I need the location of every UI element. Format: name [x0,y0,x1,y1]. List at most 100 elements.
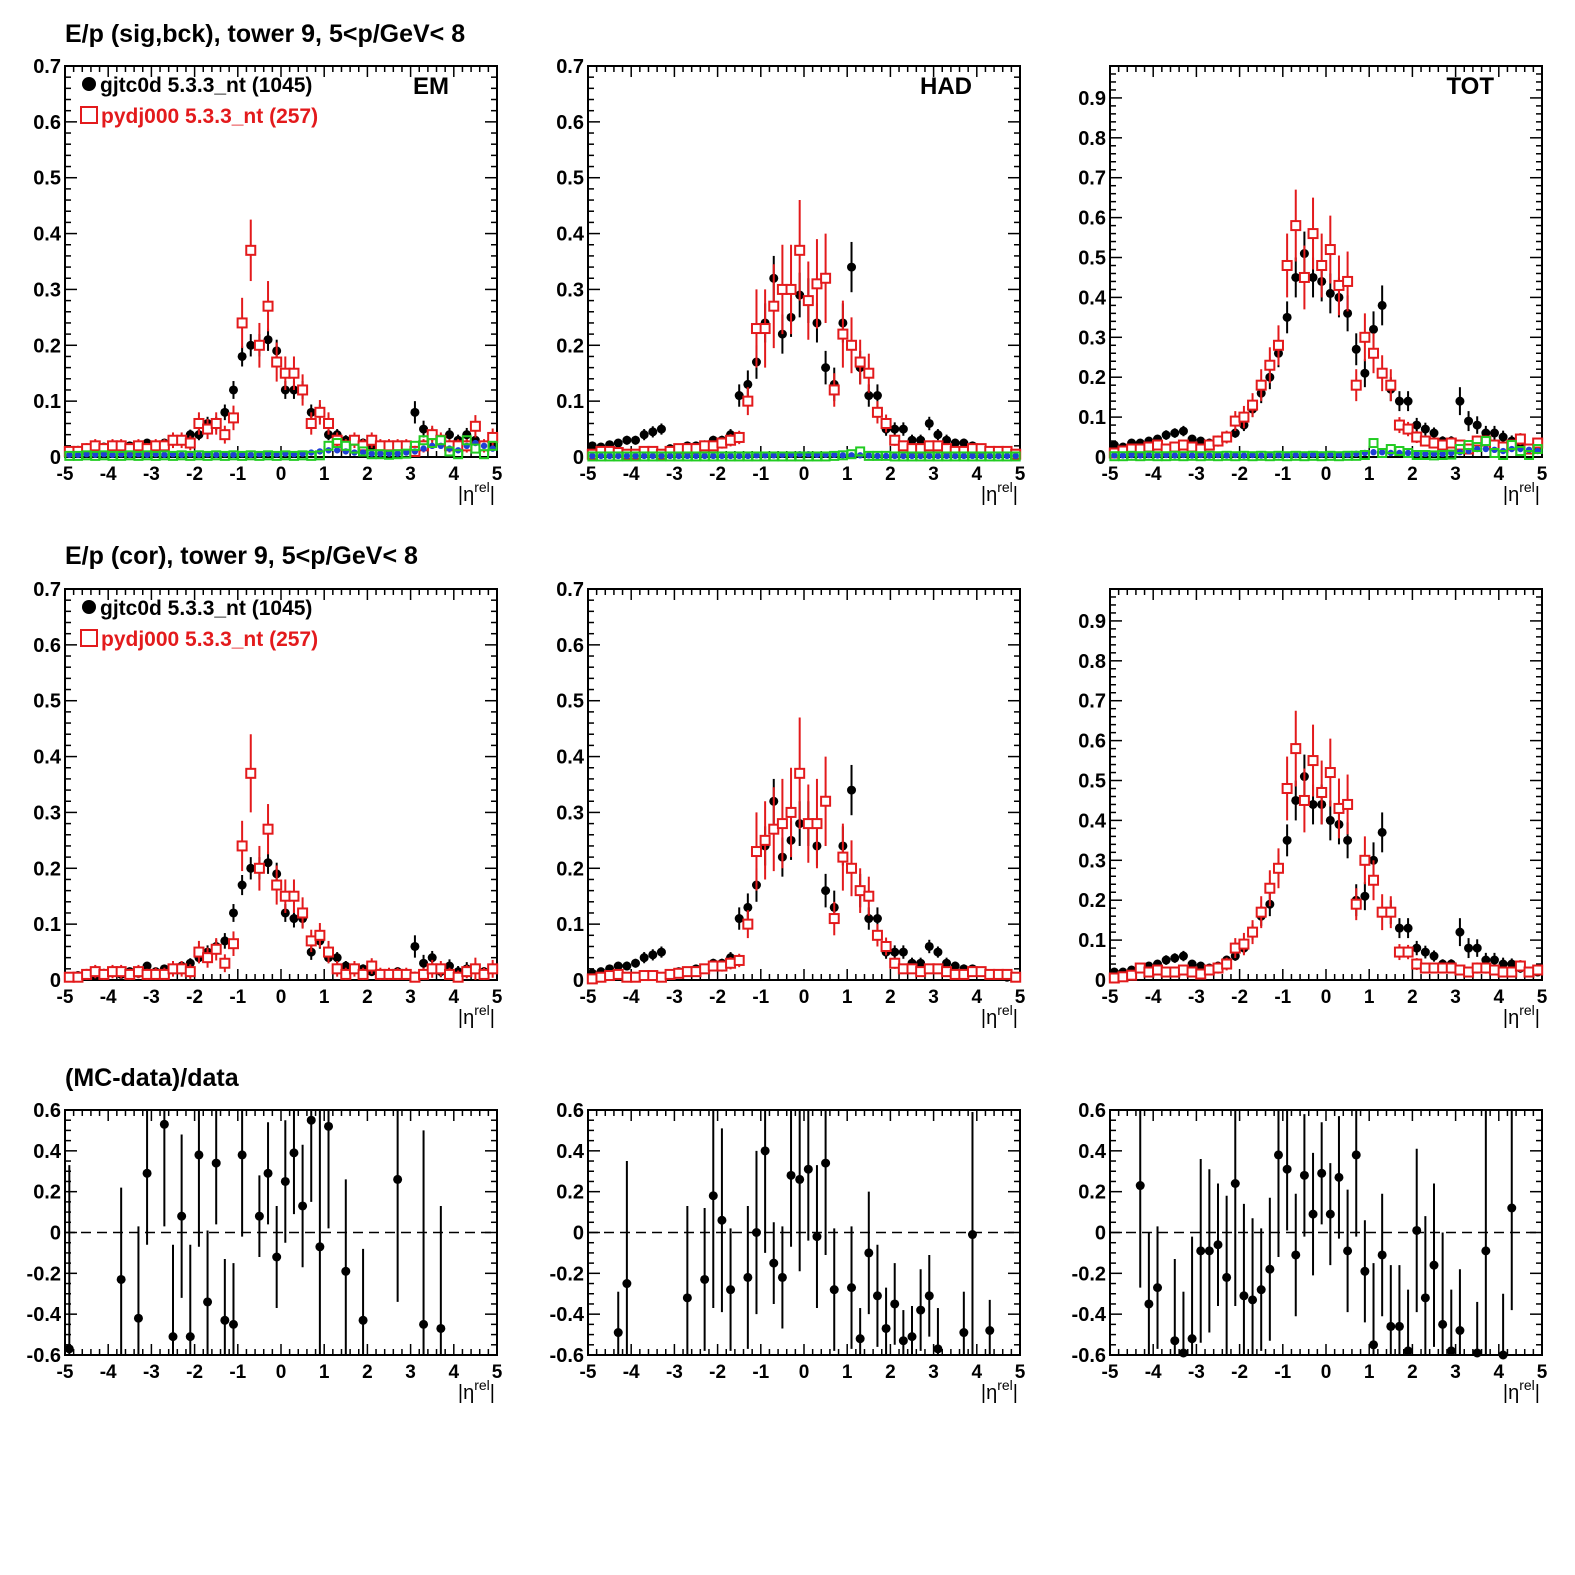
data-point [237,880,247,890]
panel-corner-label: HAD [920,73,972,100]
data-point [717,1215,727,1225]
mc-point [193,946,205,958]
data-point [898,424,908,434]
x-tick-label: -1 [752,1362,769,1383]
bck-point-blue [359,449,367,456]
data-point [1446,1346,1456,1356]
mc-point [1238,411,1250,423]
bck-point-green [1472,442,1483,453]
mc-point [262,823,274,835]
panel-cor-tot: -5 -4 -3 -2 -1 0 1 2 3 4 5|ηrel| 0 0.1 0.2 0.3 0.4 0.5 0.… [1078,588,1548,1029]
y-tick-label: 0.7 [556,579,584,601]
data-point [1291,272,1301,282]
bck-point-blue [727,452,734,460]
data-point [950,961,960,971]
legend-data-label: gjtc0d 5.3.3_nt (1045) [100,74,312,97]
mc-point [742,918,754,930]
bck-point-blue [900,452,907,460]
y-tick-label: 0 [1095,1223,1106,1245]
data-point [1282,312,1292,322]
bck-point-blue [1422,450,1429,458]
bck-point-blue [597,452,605,460]
y-tick-label: 0.4 [33,224,62,246]
data-point [1273,1150,1283,1160]
y-tick-label: 0.2 [556,858,584,880]
y-tick-label: 0.6 [1078,1100,1106,1122]
mc-point [863,367,875,379]
bck-point-green [401,448,412,459]
mc-point [802,295,814,307]
data-point [203,1297,213,1307]
mc-point [1385,379,1397,391]
data-point [1420,947,1430,957]
bck-point-green [435,435,446,446]
data-point [1325,815,1335,825]
data-point [410,407,420,417]
x-tick-label: -2 [186,464,203,485]
data-point [743,1272,753,1282]
data-point [1394,396,1404,406]
data-point [289,1148,299,1158]
mc-point [820,795,832,807]
bck-point-blue [666,452,674,460]
panel-ratio-em: -5 -4 -3 -2 -1 0 1 2 3 4 5|ηrel| -0.6 -0.4 -0.2 0 0.2 0.… [27,1100,503,1404]
data-point [1481,955,1491,965]
mc-point [227,938,239,950]
x-tick-label: 5 [492,464,503,485]
x-tick-label: -1 [1274,1362,1291,1383]
mc-point [811,818,823,830]
data-point [1429,1260,1439,1270]
panel-sig-bck-had: -5 -4 -3 -2 -1 0 1 2 3 4 5|ηrel| 0 0.1 0.2 0.3 0.4 0.5 0.… [556,56,1026,506]
bck-point-blue [649,452,656,460]
data-point [142,961,152,971]
x-tick-label: -3 [666,464,683,485]
data-point [1265,1264,1275,1274]
data-point [656,424,666,434]
mc-point [1290,743,1302,755]
x-tick-label: -3 [666,1362,683,1383]
data-point [341,961,351,971]
bck-point-blue [230,451,237,458]
legend-mc-label: pydj000 5.3.3_nt (257) [101,628,318,651]
data-point [743,902,753,912]
series-open-square [586,200,1022,460]
data-point [924,1291,934,1301]
data-point [263,335,273,345]
panel-sig-bck-tot: -5 -4 -3 -2 -1 0 1 2 3 4 5|ηrel| 0 0.1 0.2 0.3 0.4 0.5 0.… [1078,65,1548,506]
data-point [185,958,195,968]
x-tick-label: 4 [1494,987,1505,1008]
bck-point-blue [839,452,847,459]
y-tick-label: 0.4 [1078,1141,1107,1163]
bck-point-green [314,450,325,461]
y-tick-label: -0.6 [550,1345,584,1367]
bck-point-blue [943,452,950,460]
bck-point-blue [1206,452,1213,459]
mc-point [348,963,360,975]
data-point [1429,951,1439,961]
data-point [1438,1319,1448,1329]
data-point [1498,1350,1508,1360]
mc-point [245,767,257,779]
x-tick-label: -4 [100,1362,117,1383]
x-tick-label: -5 [1102,464,1119,485]
x-tick-label: 3 [928,987,939,1008]
mc-point [1376,367,1388,379]
bck-point-blue [489,445,496,452]
bck-point-blue [1111,452,1118,459]
mc-point [469,420,481,432]
data-point [1325,1209,1335,1219]
x-tick-label: -5 [580,1362,597,1383]
data-point [298,1201,308,1211]
panel-corner-label: EM [413,73,449,100]
data-point [246,340,256,350]
mc-point [1255,906,1267,918]
panel-corner-label: TOT [1446,73,1494,100]
data-point [898,1336,908,1346]
x-tick-label: 5 [1537,987,1548,1008]
mc-point [820,272,832,284]
data-point [872,1291,882,1301]
y-tick-label: 0.4 [556,747,585,769]
y-tick-label: 0.5 [33,168,61,190]
bck-point-blue [986,452,993,460]
data-point [306,1115,316,1125]
